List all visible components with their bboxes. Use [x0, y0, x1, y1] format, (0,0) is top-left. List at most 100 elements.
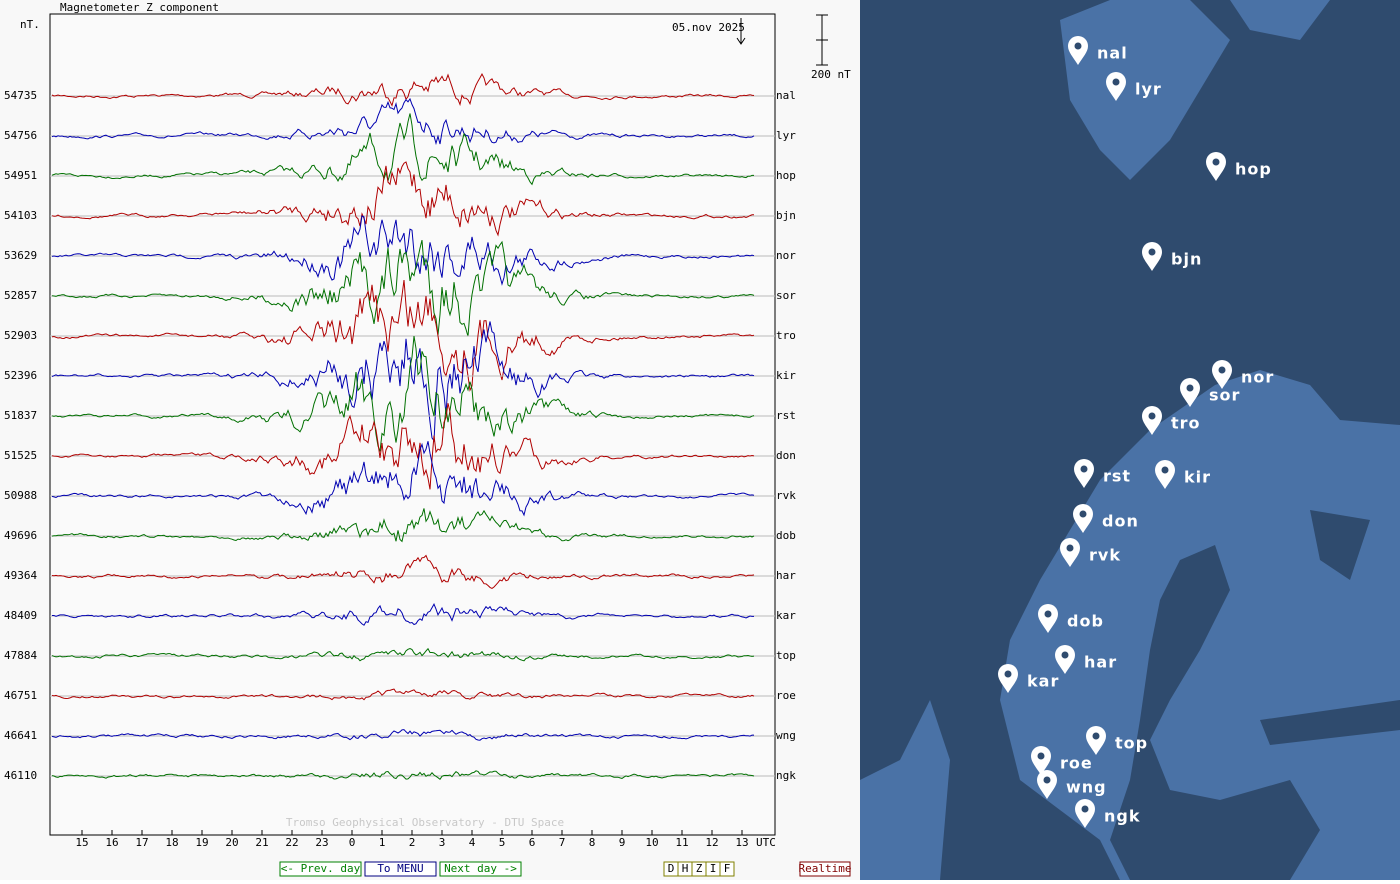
marker-pin[interactable]	[1038, 604, 1058, 633]
marker-label[interactable]: don	[1102, 512, 1139, 531]
next-day-button-label[interactable]: Next day ->	[444, 862, 517, 875]
marker-label[interactable]: roe	[1060, 754, 1093, 773]
map-marker[interactable]	[1055, 645, 1075, 674]
marker-pin[interactable]	[1212, 360, 1232, 389]
marker-pin[interactable]	[1068, 36, 1088, 65]
component-button-label[interactable]: F	[724, 862, 731, 875]
marker-dot	[1186, 384, 1194, 392]
marker-dot	[1037, 752, 1045, 760]
station-code: nor	[776, 249, 796, 262]
map-marker[interactable]	[1068, 36, 1088, 65]
map-marker[interactable]	[1038, 604, 1058, 633]
map-marker[interactable]	[1086, 726, 1106, 755]
station-code: dob	[776, 529, 796, 542]
x-tick-label: 22	[285, 836, 298, 849]
scale-bar	[816, 14, 828, 66]
marker-pin[interactable]	[998, 664, 1018, 693]
marker-label[interactable]: har	[1084, 653, 1117, 672]
station-code: bjn	[776, 209, 796, 222]
marker-pin[interactable]	[1060, 538, 1080, 567]
map-marker[interactable]	[1031, 746, 1051, 775]
prev-day-button[interactable]	[279, 861, 362, 877]
marker-label[interactable]: kar	[1027, 672, 1059, 691]
trace	[51, 97, 755, 146]
map-marker[interactable]	[1212, 360, 1232, 389]
realtime-button[interactable]	[799, 861, 851, 877]
trace	[51, 770, 755, 781]
component-button[interactable]	[719, 861, 735, 877]
map-marker[interactable]	[1037, 770, 1057, 799]
station-code: tro	[776, 329, 796, 342]
marker-pin[interactable]	[1031, 746, 1051, 775]
map-marker[interactable]	[1142, 406, 1162, 435]
marker-label[interactable]: lyr	[1135, 80, 1162, 99]
trace	[51, 508, 755, 543]
component-button-label[interactable]: H	[682, 862, 689, 875]
map-marker[interactable]	[1155, 460, 1175, 489]
marker-label[interactable]: nal	[1097, 44, 1128, 63]
x-tick-label: 4	[469, 836, 476, 849]
marker-dot	[1218, 366, 1226, 374]
marker-label[interactable]: wng	[1066, 778, 1107, 797]
trace	[51, 688, 755, 701]
marker-pin[interactable]	[1055, 645, 1075, 674]
marker-pin[interactable]	[1206, 152, 1226, 181]
baseline-label: 52903	[4, 329, 37, 342]
marker-pin[interactable]	[1155, 460, 1175, 489]
marker-label[interactable]: rvk	[1089, 546, 1121, 565]
marker-pin[interactable]	[1180, 378, 1200, 407]
component-button-label[interactable]: D	[668, 862, 675, 875]
station-code: sor	[776, 289, 796, 302]
station-code: har	[776, 569, 796, 582]
trace	[52, 603, 754, 626]
marker-label[interactable]: tro	[1171, 414, 1201, 433]
station-code: rst	[776, 409, 796, 422]
map-marker[interactable]	[1060, 538, 1080, 567]
next-day-button[interactable]	[439, 861, 522, 877]
component-button-label[interactable]: I	[710, 862, 717, 875]
station-code: hop	[776, 169, 796, 182]
marker-label[interactable]: hop	[1235, 160, 1272, 179]
map-marker[interactable]	[998, 664, 1018, 693]
marker-label[interactable]: rst	[1103, 467, 1131, 486]
x-tick-label: 5	[499, 836, 506, 849]
marker-label[interactable]: nor	[1241, 368, 1274, 387]
realtime-button-label[interactable]: Realtime	[799, 862, 852, 875]
britain	[860, 700, 950, 880]
marker-pin[interactable]	[1142, 406, 1162, 435]
marker-pin[interactable]	[1086, 726, 1106, 755]
map-marker[interactable]	[1206, 152, 1226, 181]
menu-button[interactable]	[364, 861, 437, 877]
x-unit: UTC	[756, 836, 776, 849]
trace	[51, 441, 755, 517]
marker-pin[interactable]	[1106, 72, 1126, 101]
map-marker[interactable]	[1075, 799, 1095, 828]
marker-pin[interactable]	[1037, 770, 1057, 799]
map-marker[interactable]	[1106, 72, 1126, 101]
marker-label[interactable]: bjn	[1171, 250, 1202, 269]
marker-pin[interactable]	[1073, 504, 1093, 533]
map-marker[interactable]	[1073, 504, 1093, 533]
map-marker[interactable]	[1180, 378, 1200, 407]
map-marker[interactable]	[1074, 459, 1094, 488]
marker-label[interactable]: sor	[1209, 386, 1240, 405]
station-code: wng	[776, 729, 796, 742]
map-marker[interactable]	[1142, 242, 1162, 271]
menu-button-label[interactable]: To MENU	[377, 862, 423, 875]
prev-day-button-label[interactable]: <- Prev. day	[281, 862, 361, 875]
baseline-label: 49364	[4, 569, 37, 582]
marker-label[interactable]: dob	[1067, 612, 1104, 631]
trace	[51, 73, 755, 107]
station-code: top	[776, 649, 796, 662]
marker-pin[interactable]	[1075, 799, 1095, 828]
x-tick-label: 6	[529, 836, 536, 849]
marker-pin[interactable]	[1074, 459, 1094, 488]
marker-pin[interactable]	[1142, 242, 1162, 271]
marker-label[interactable]: ngk	[1104, 807, 1140, 826]
marker-label[interactable]: kir	[1184, 468, 1211, 487]
marker-label[interactable]: top	[1115, 734, 1148, 753]
component-button-label[interactable]: Z	[696, 862, 703, 875]
marker-dot	[1081, 805, 1089, 813]
marker-dot	[1161, 466, 1169, 474]
